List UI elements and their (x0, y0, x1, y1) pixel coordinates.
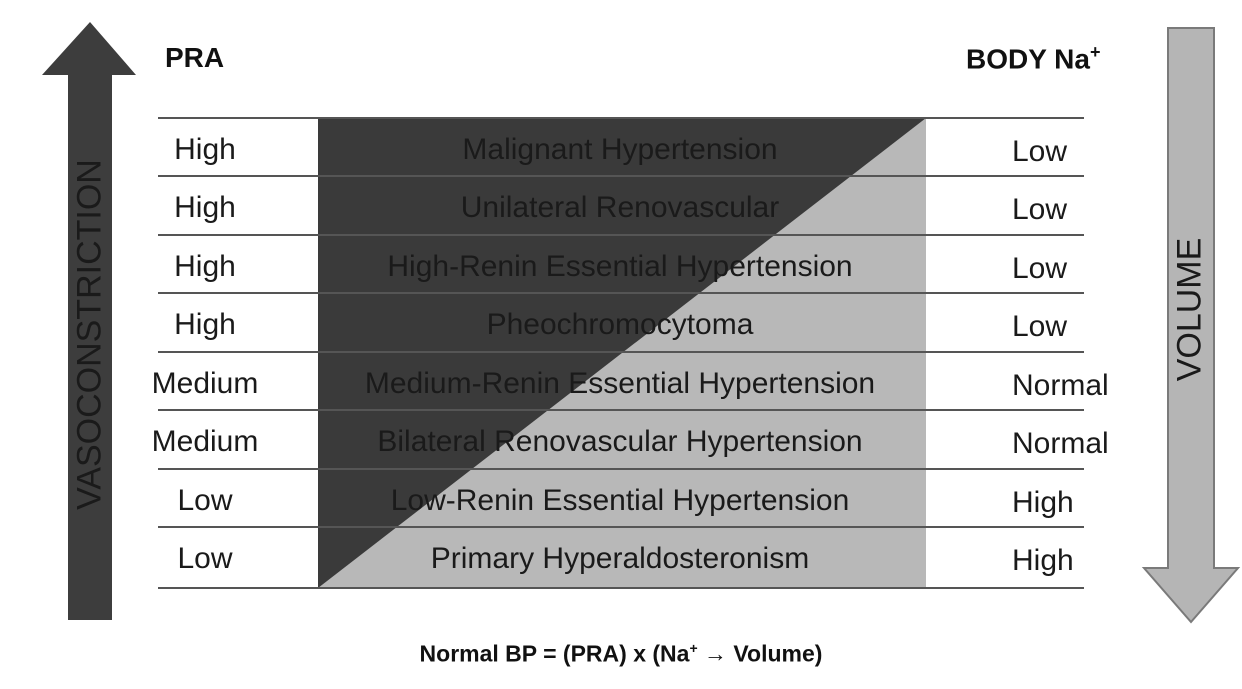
formula-sodium-superscript: + (689, 640, 698, 656)
condition-name: Malignant Hypertension (462, 133, 778, 166)
condition-name: Primary Hyperaldosteronism (430, 542, 810, 575)
formula-suffix: Volume) (733, 640, 823, 667)
pra-value: Low (177, 542, 233, 575)
row-divider-lines (158, 117, 1084, 589)
condition-name: Unilateral Renovascular (460, 191, 780, 224)
pra-value: Medium (151, 367, 259, 400)
sodium-plus-superscript: + (1089, 42, 1101, 62)
formula: Normal BP = (PRA) x (Na+ → Volume) (0, 640, 1242, 668)
condition-name: Low-Renin Essential Hypertension (390, 484, 850, 517)
condition-name: Bilateral Renovascular Hypertension (377, 425, 863, 458)
formula-prefix: Normal BP = (PRA) x (Na (419, 640, 690, 667)
pra-value: High (174, 191, 236, 224)
condition-name: Pheochromocytoma (486, 308, 754, 341)
sodium-value: Low (1012, 252, 1068, 285)
sodium-value: High (1012, 486, 1074, 519)
condition-name: Medium-Renin Essential Hypertension (364, 367, 876, 400)
pra-value: High (174, 308, 236, 341)
sodium-value: High (1012, 544, 1074, 577)
sodium-value: Low (1012, 135, 1068, 168)
pra-value: Low (177, 484, 233, 517)
body-sodium-header-text: BODY Na (966, 43, 1090, 75)
volume-label: VOLUME (1170, 237, 1209, 382)
sodium-value: Normal (1012, 427, 1109, 460)
pra-column-header: PRA (165, 42, 225, 73)
sodium-value: Low (1012, 193, 1068, 226)
pra-value: High (174, 250, 236, 283)
formula-arrow: → (697, 640, 734, 667)
body-sodium-column-header: BODY Na+ (966, 42, 1100, 75)
volume-down-arrow (1141, 27, 1241, 624)
pra-value: Medium (151, 425, 259, 458)
pra-value: High (174, 133, 236, 166)
sodium-value: Low (1012, 310, 1068, 343)
vasoconstriction-up-arrow (42, 22, 136, 620)
sodium-value: Normal (1012, 369, 1109, 402)
condition-name: High-Renin Essential Hypertension (387, 250, 853, 283)
vasoconstriction-label: VASOCONSTRICTION (70, 159, 109, 510)
